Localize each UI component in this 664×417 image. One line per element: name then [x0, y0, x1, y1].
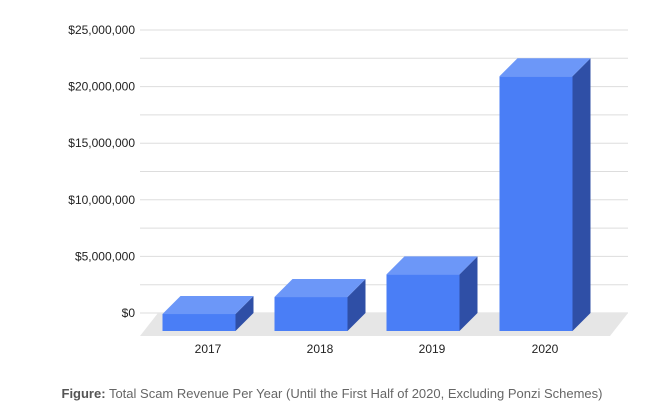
y-tick-label: $5,000,000	[75, 249, 135, 263]
y-tick-label: $15,000,000	[68, 136, 135, 150]
y-tick-label: $10,000,000	[68, 193, 135, 207]
bar-2020	[499, 58, 591, 332]
figure-caption: Figure: Total Scam Revenue Per Year (Unt…	[0, 386, 664, 401]
y-tick-label: $20,000,000	[68, 80, 135, 94]
bar-2019	[386, 256, 478, 331]
bar-front-face	[386, 274, 460, 331]
bar-side-face	[459, 256, 478, 331]
bar-top-face	[274, 279, 366, 298]
bar-chart: $0 $5,000,000 $10,000,000 $15,000,000 $20,00…	[68, 23, 628, 356]
bar-front-face	[162, 314, 236, 331]
bar-side-face	[235, 296, 254, 331]
bars-group	[162, 58, 591, 332]
caption-text: Total Scam Revenue Per Year (Until the F…	[108, 386, 603, 401]
x-axis-labels: 2017 2018 2019 2020	[195, 342, 559, 356]
bar-front-face	[499, 76, 573, 331]
x-tick-label: 2018	[307, 342, 334, 356]
bar-2017	[162, 296, 254, 331]
bar-side-face	[572, 58, 591, 332]
x-tick-label: 2020	[532, 342, 559, 356]
x-tick-label: 2017	[195, 342, 222, 356]
bar-2018	[274, 279, 366, 331]
y-axis-ticks: $0 $5,000,000 $10,000,000 $15,000,000 $20,00…	[68, 23, 135, 320]
bar-top-face	[162, 296, 254, 315]
caption-prefix: Figure:	[61, 386, 106, 401]
bar-top-face	[499, 58, 591, 77]
x-tick-label: 2019	[419, 342, 446, 356]
y-tick-label: $25,000,000	[68, 23, 135, 37]
bar-top-face	[386, 256, 478, 275]
bar-front-face	[274, 297, 348, 331]
y-tick-label: $0	[122, 306, 136, 320]
bar-side-face	[347, 279, 366, 331]
